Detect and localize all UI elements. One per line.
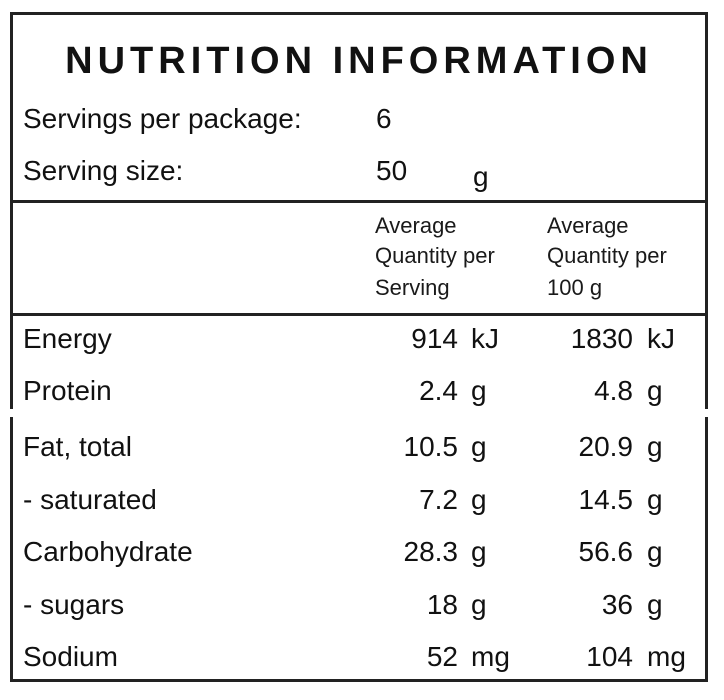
- nutrient-name: Sodium: [23, 641, 118, 672]
- image-gap: [7, 409, 723, 417]
- column-header-line: Quantity per: [547, 243, 667, 268]
- column-header-line: Quantity per: [375, 243, 495, 268]
- nutrient-name: Fat, total: [23, 431, 132, 462]
- per100-value: 1830: [570, 323, 633, 354]
- serving-value: 914: [411, 323, 458, 354]
- serving-size-value: 50: [376, 155, 408, 186]
- per100-value: 104: [586, 641, 633, 672]
- serving-value: 18: [426, 589, 458, 620]
- serving-size-label: Serving size:: [23, 155, 184, 186]
- column-header-line: Average: [375, 213, 457, 238]
- per100-unit: g: [647, 431, 663, 462]
- per100-unit: g: [647, 484, 663, 515]
- serving-value: 2.4: [419, 375, 458, 406]
- column-header-line: 100 g: [547, 275, 603, 300]
- divider-body: [13, 313, 705, 316]
- serving-unit: kJ: [471, 323, 499, 354]
- per100-unit: g: [647, 375, 663, 406]
- nutrient-name: - sugars: [23, 589, 125, 620]
- serving-unit: g: [471, 431, 487, 462]
- nutrition-panel: NUTRITION INFORMATION Servings per packa…: [7, 12, 723, 682]
- panel-title: NUTRITION INFORMATION: [65, 40, 653, 82]
- column-header-line: Average: [547, 213, 629, 238]
- per100-unit: g: [647, 589, 663, 620]
- nutrient-name: Energy: [23, 323, 112, 354]
- column-header-line: Serving: [375, 275, 450, 300]
- serving-unit: g: [471, 536, 487, 567]
- serving-value: 7.2: [419, 484, 458, 515]
- serving-unit: g: [471, 589, 487, 620]
- per100-value: 20.9: [578, 431, 634, 462]
- servings-label: Servings per package:: [23, 103, 302, 134]
- serving-value: 28.3: [403, 536, 459, 567]
- serving-size-unit: g: [473, 161, 489, 192]
- per100-value: 14.5: [578, 484, 634, 515]
- nutrient-name: Protein: [23, 375, 112, 406]
- per100-value: 56.6: [578, 536, 634, 567]
- divider-header: [13, 200, 705, 203]
- nutrient-name: - saturated: [23, 484, 157, 515]
- nutrient-name: Carbohydrate: [23, 536, 193, 567]
- per100-unit: kJ: [647, 323, 675, 354]
- serving-unit: mg: [471, 641, 510, 672]
- per100-unit: g: [647, 536, 663, 567]
- per100-value: 36: [601, 589, 633, 620]
- servings-value: 6: [376, 103, 392, 134]
- serving-unit: g: [471, 375, 487, 406]
- serving-value: 52: [426, 641, 458, 672]
- per100-value: 4.8: [594, 375, 633, 406]
- serving-unit: g: [471, 484, 487, 515]
- per100-unit: mg: [647, 641, 686, 672]
- serving-value: 10.5: [403, 431, 459, 462]
